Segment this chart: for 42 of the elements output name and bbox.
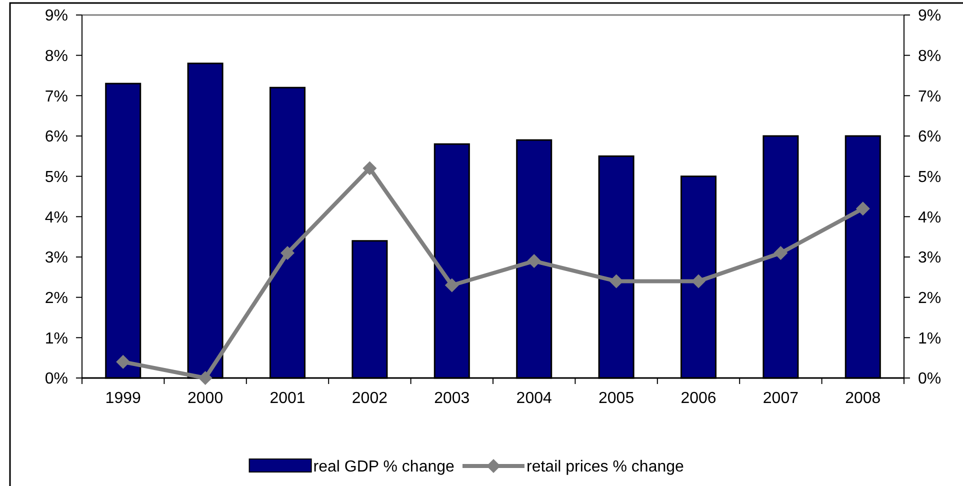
- y-tick-label: 3%: [44, 250, 68, 267]
- y2-tick-label: 8%: [918, 48, 942, 65]
- y-tick-label: 1%: [44, 330, 68, 348]
- y2-tick-label: 9%: [918, 8, 942, 25]
- y2-tick-label: 5%: [918, 168, 942, 186]
- x-tick-label: 2008: [845, 390, 881, 407]
- x-tick-label: 2007: [762, 390, 799, 407]
- point: [444, 278, 459, 292]
- y2-tick-label: 0%: [918, 370, 942, 388]
- y-tick-label: 5%: [44, 168, 68, 186]
- point: [362, 161, 377, 176]
- y2-tick-label: 1%: [918, 330, 942, 348]
- y2-tick-label: 4%: [918, 209, 942, 226]
- legend-label: retail prices % change: [526, 458, 684, 476]
- point: [280, 246, 294, 260]
- y-tick-label: 9%: [44, 8, 68, 25]
- y-tick-label: 8%: [44, 48, 68, 65]
- x-tick-label: 2002: [352, 390, 388, 407]
- point: [774, 246, 788, 260]
- point: [198, 371, 212, 385]
- x-tick-label: 2003: [434, 390, 470, 407]
- point: [116, 354, 130, 369]
- point: [692, 274, 706, 288]
- point: [527, 254, 542, 268]
- y2-tick-label: 6%: [918, 128, 942, 146]
- y2-tick-label: 3%: [918, 250, 942, 267]
- y-tick-label: 4%: [44, 209, 68, 226]
- x-tick-label: 2001: [270, 390, 306, 407]
- y-tick-label: 6%: [44, 128, 68, 146]
- x-tick-label: 2004: [516, 390, 552, 407]
- x-tick-label: 1999: [105, 390, 141, 407]
- y2-tick-label: 2%: [918, 290, 942, 307]
- y-tick-label: 2%: [44, 290, 68, 307]
- y-tick-label: 7%: [44, 88, 68, 106]
- x-tick-label: 2006: [680, 390, 716, 407]
- x-tick-label: 2005: [598, 390, 634, 407]
- point: [609, 274, 624, 288]
- point: [856, 202, 870, 216]
- y-tick-label: 0%: [44, 370, 68, 388]
- y2-tick-label: 7%: [918, 88, 942, 106]
- legend-label: real GDP % change: [313, 458, 455, 476]
- x-tick-label: 2000: [188, 390, 224, 407]
